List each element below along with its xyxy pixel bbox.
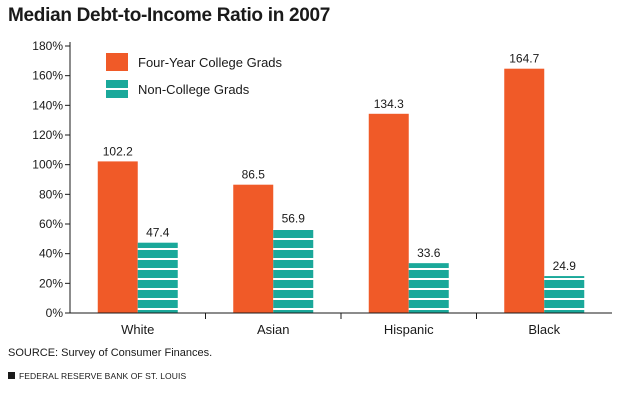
bar-value-label: 164.7 [509, 52, 539, 66]
bar-value-label: 56.9 [282, 212, 306, 226]
y-tick-label: 100% [32, 158, 63, 172]
bar-value-label: 24.9 [553, 259, 577, 273]
bar-value-label: 102.2 [103, 144, 133, 158]
credit-text: FEDERAL RESERVE BANK OF ST. LOUIS [19, 371, 187, 381]
bar-value-label: 86.5 [242, 168, 266, 182]
legend-swatch [106, 53, 128, 71]
bar-non-college [273, 228, 314, 313]
x-category-label: Black [528, 322, 560, 337]
credit-line: FEDERAL RESERVE BANK OF ST. LOUIS [8, 371, 186, 381]
chart-title: Median Debt-to-Income Ratio in 2007 [8, 5, 331, 26]
x-axis: White Asian Hispanic Black [70, 312, 612, 337]
bar-value-label: 47.4 [146, 226, 170, 240]
legend-entry-label: Non-College Grads [138, 82, 250, 97]
bar-value-label: 33.6 [417, 246, 441, 260]
y-tick-label: 40% [39, 247, 63, 261]
legend-swatch [106, 80, 128, 98]
bar-college [233, 184, 274, 313]
y-tick-label: 120% [32, 128, 63, 142]
y-tick-label: 60% [39, 217, 63, 231]
bar-non-college [544, 276, 585, 313]
y-tick-label: 160% [32, 69, 63, 83]
source-note: SOURCE: Survey of Consumer Finances. [8, 347, 213, 359]
legend: Four-Year College Grads Non-College Grads [106, 53, 283, 98]
x-category-label: Hispanic [384, 322, 434, 337]
bar-college [97, 161, 138, 313]
bar-college [368, 113, 409, 313]
bar-college [504, 68, 545, 313]
y-axis: 0% 20% 40% 60% 80% 100% 120% 140% 160% 180% [32, 39, 71, 320]
x-category-label: White [121, 322, 154, 337]
y-tick-label: 80% [39, 187, 63, 201]
y-tick-label: 0% [46, 306, 64, 320]
bar-value-label: 134.3 [374, 97, 404, 111]
legend-entry-label: Four-Year College Grads [138, 55, 283, 70]
bars: 102.2 47.4 86.5 56.9 134.3 33.6 164.7 24.9 [97, 52, 585, 313]
bar-non-college [137, 242, 178, 313]
x-category-label: Asian [257, 322, 290, 337]
y-tick-label: 20% [39, 276, 63, 290]
y-tick-label: 180% [32, 39, 63, 53]
credit-square-icon [8, 372, 15, 379]
bar-non-college [408, 263, 449, 313]
y-tick-label: 140% [32, 98, 63, 112]
